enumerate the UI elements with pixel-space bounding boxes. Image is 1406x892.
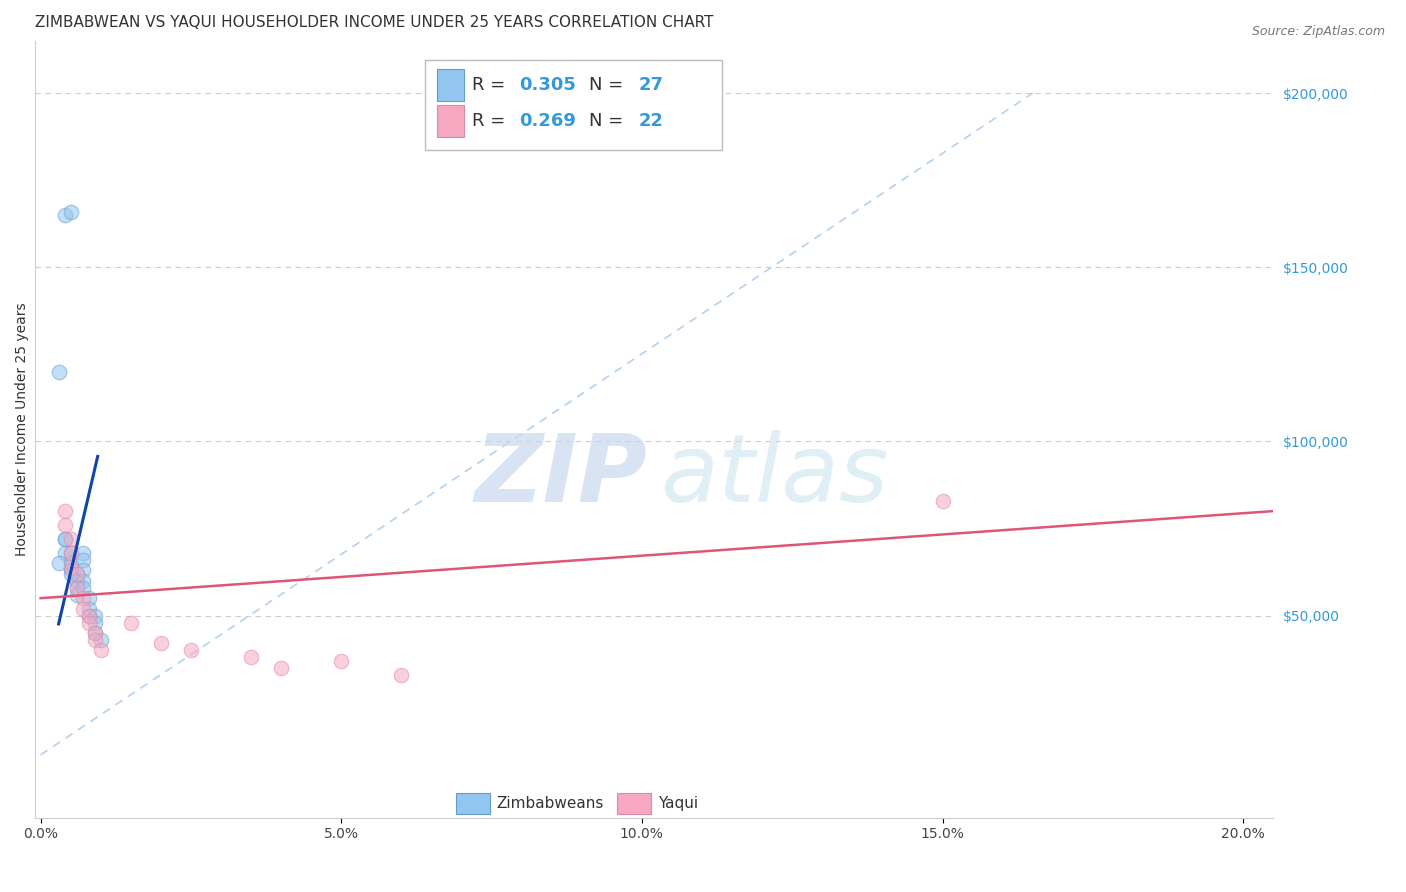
Point: [53, 518, 76, 533]
Point: [59, 559, 82, 574]
Point: [53, 208, 76, 222]
Point: [270, 661, 292, 675]
Text: R =: R =: [472, 112, 510, 130]
Point: [48, 557, 70, 571]
Point: [180, 643, 202, 657]
Point: [72, 581, 94, 595]
Point: [83, 632, 105, 647]
Bar: [456, 793, 491, 814]
Point: [66, 566, 89, 581]
Text: R =: R =: [472, 76, 510, 95]
Point: [90, 643, 112, 657]
Text: N =: N =: [589, 76, 630, 95]
Point: [72, 546, 94, 560]
Point: [83, 626, 105, 640]
Point: [59, 546, 82, 560]
Point: [330, 654, 353, 668]
Point: [59, 546, 82, 560]
Point: [83, 608, 105, 623]
Point: [77, 601, 100, 615]
Point: [53, 532, 76, 546]
Point: [931, 493, 953, 508]
Text: Source: ZipAtlas.com: Source: ZipAtlas.com: [1251, 25, 1385, 38]
Point: [77, 608, 100, 623]
Text: ZIP: ZIP: [475, 430, 648, 522]
Point: [90, 632, 112, 647]
Point: [59, 532, 82, 546]
Text: 27: 27: [638, 76, 664, 95]
FancyBboxPatch shape: [425, 61, 723, 150]
Text: Zimbabweans: Zimbabweans: [496, 797, 605, 811]
Point: [77, 608, 100, 623]
Point: [72, 553, 94, 567]
Text: Yaqui: Yaqui: [658, 797, 697, 811]
Y-axis label: Householder Income Under 25 years: Householder Income Under 25 years: [15, 302, 30, 556]
Point: [83, 626, 105, 640]
Point: [72, 601, 94, 615]
Point: [59, 566, 82, 581]
Bar: [437, 104, 464, 137]
Point: [120, 615, 142, 630]
Point: [59, 563, 82, 577]
Point: [66, 588, 89, 602]
Text: ZIMBABWEAN VS YAQUI HOUSEHOLDER INCOME UNDER 25 YEARS CORRELATION CHART: ZIMBABWEAN VS YAQUI HOUSEHOLDER INCOME U…: [35, 15, 713, 30]
Text: 22: 22: [638, 112, 664, 130]
Text: N =: N =: [589, 112, 630, 130]
Point: [389, 667, 412, 681]
Point: [240, 650, 263, 665]
Point: [59, 204, 82, 219]
Point: [66, 566, 89, 581]
Point: [53, 504, 76, 518]
Point: [77, 591, 100, 606]
Point: [149, 636, 172, 650]
Text: 0.269: 0.269: [519, 112, 575, 130]
Point: [48, 365, 70, 379]
Point: [77, 615, 100, 630]
Point: [72, 574, 94, 588]
Point: [66, 581, 89, 595]
Text: atlas: atlas: [659, 430, 889, 521]
Point: [53, 546, 76, 560]
Text: 0.305: 0.305: [519, 76, 575, 95]
Bar: [437, 69, 464, 102]
Point: [53, 532, 76, 546]
Point: [66, 581, 89, 595]
Point: [72, 591, 94, 606]
Point: [72, 563, 94, 577]
Point: [83, 615, 105, 630]
Bar: [617, 793, 651, 814]
Point: [66, 574, 89, 588]
Point: [59, 557, 82, 571]
